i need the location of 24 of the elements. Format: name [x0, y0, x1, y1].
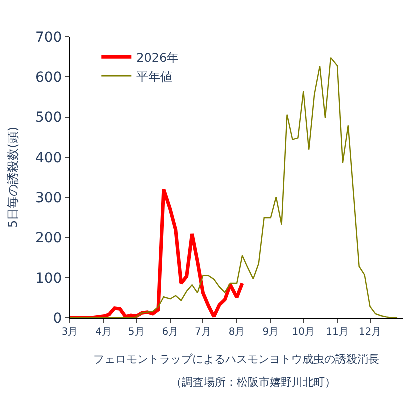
y-tick-label: 500 [35, 110, 62, 126]
y-tick-label: 100 [35, 270, 62, 287]
y-tick-label: 300 [35, 190, 62, 206]
y-axis-title: 5日毎の誘殺数(頭) [6, 127, 20, 228]
x-tick-label: 5月 [128, 327, 145, 338]
x-axis-title: フェロモントラップによるハスモンヨトウ成虫の誘殺消長 [94, 353, 380, 366]
y-tick-label: 0 [53, 310, 62, 327]
legend-label: 2026年 [136, 50, 180, 65]
x-tick-label: 7月 [195, 327, 212, 338]
x-tick-label: 8月 [228, 327, 246, 338]
x-tick-label: 9月 [262, 327, 280, 338]
x-tick-label: 12月 [358, 327, 382, 338]
y-tick-label: 700 [35, 30, 62, 46]
line-series [70, 188, 244, 318]
x-tick-label: 6月 [162, 327, 179, 338]
y-tick-label: 200 [35, 230, 62, 247]
y-tick-label: 600 [35, 70, 62, 86]
x-tick-label: 4月 [96, 327, 112, 338]
x-tick-label: 3月 [62, 327, 78, 338]
y-tick-label: 400 [35, 150, 62, 166]
x-tick-label: 10月 [292, 327, 316, 338]
legend-label: 平年値 [136, 70, 173, 84]
text: （調査場所：松阪市嬉野川北町） [171, 376, 336, 389]
x-tick-label: 11月 [326, 327, 349, 338]
